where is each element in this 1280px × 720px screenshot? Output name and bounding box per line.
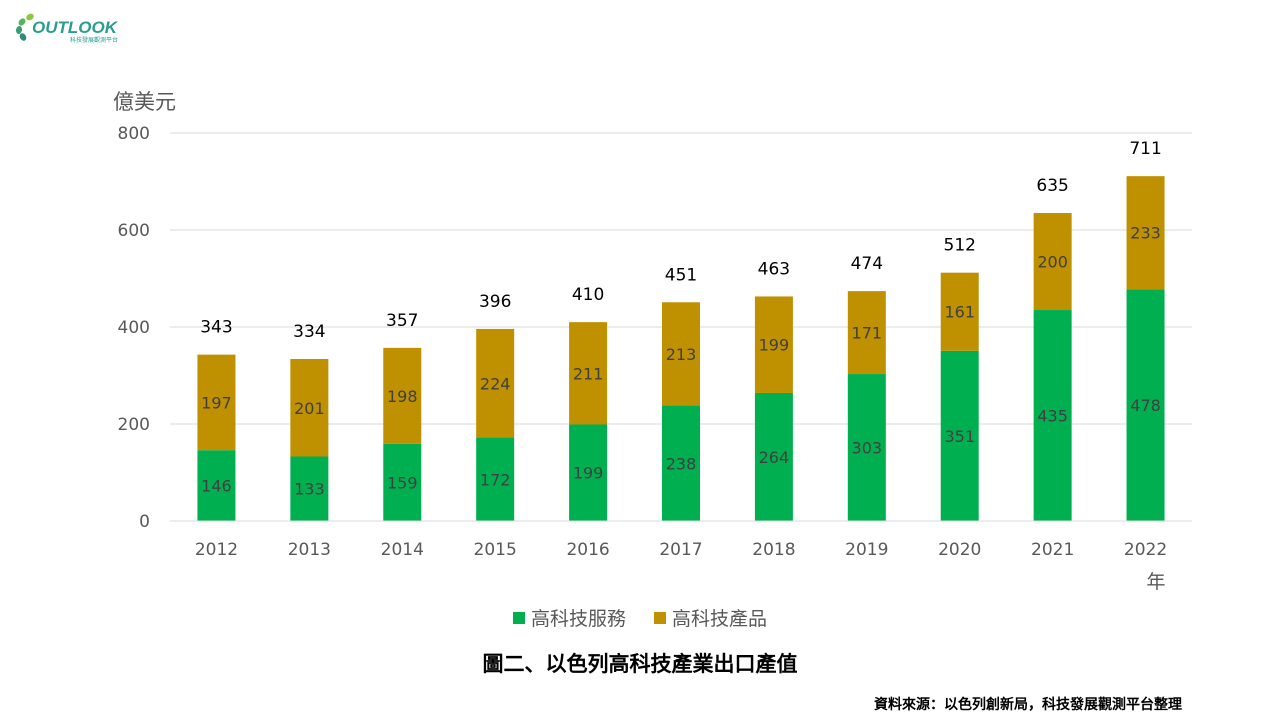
bar-services-2022 xyxy=(1126,289,1165,521)
bar-services-2019 xyxy=(847,374,886,521)
bar-products-2014 xyxy=(383,347,422,444)
data-label-services-2022: 478 xyxy=(1130,396,1161,415)
x-tick-label-2018: 2018 xyxy=(752,540,795,560)
bar-products-2016 xyxy=(569,322,608,425)
outlook-logo: OUTLOOK 科技發展觀測平台 xyxy=(15,13,119,44)
bar-products-2019 xyxy=(847,291,886,375)
data-label-services-2020: 351 xyxy=(944,427,975,446)
bar-products-2021 xyxy=(1033,213,1072,311)
total-label-2022: 711 xyxy=(1129,139,1161,159)
y-tick-label-600: 600 xyxy=(118,221,150,241)
legend-swatch-products xyxy=(654,611,666,624)
bar-services-2015 xyxy=(476,437,515,521)
total-label-2016: 410 xyxy=(572,285,604,305)
legend-label-products: 高科技產品 xyxy=(672,608,768,630)
data-label-products-2014: 198 xyxy=(387,387,418,406)
total-label-2013: 334 xyxy=(293,322,325,342)
data-label-products-2017: 213 xyxy=(666,345,697,364)
legend-label-services: 高科技服務 xyxy=(530,608,626,630)
bar-products-2013 xyxy=(290,359,329,457)
legend-item-services: 高科技服務 xyxy=(512,604,626,631)
data-label-services-2013: 133 xyxy=(294,480,325,499)
source-note: 資料來源：以色列創新局，科技發展觀測平台整理 xyxy=(874,697,1182,713)
bar-services-2012 xyxy=(197,450,236,521)
data-label-products-2013: 201 xyxy=(294,399,325,418)
data-label-services-2012: 146 xyxy=(201,477,232,496)
total-label-2019: 474 xyxy=(851,254,883,274)
data-label-services-2014: 159 xyxy=(387,473,418,492)
x-tick-label-2013: 2013 xyxy=(288,540,331,560)
data-label-products-2021: 200 xyxy=(1037,253,1068,272)
y-tick-label-400: 400 xyxy=(118,318,150,338)
total-label-2015: 396 xyxy=(479,292,511,312)
x-tick-label-2019: 2019 xyxy=(845,540,888,560)
data-label-products-2022: 233 xyxy=(1130,224,1161,243)
data-label-products-2020: 161 xyxy=(944,303,975,322)
bar-services-2018 xyxy=(754,392,793,521)
data-label-products-2015: 224 xyxy=(480,374,511,393)
y-axis-unit-label: 億美元 xyxy=(113,90,176,114)
y-tick-label-0: 0 xyxy=(139,512,150,532)
bar-services-2017 xyxy=(662,405,700,521)
total-label-2012: 343 xyxy=(200,318,232,338)
svg-text:科技發展觀測平台: 科技發展觀測平台 xyxy=(70,36,118,44)
total-label-2021: 635 xyxy=(1036,176,1068,196)
y-tick-label-800: 800 xyxy=(118,124,150,144)
x-axis-unit-label: 年 xyxy=(1146,571,1165,593)
x-tick-label-2021: 2021 xyxy=(1031,540,1074,560)
data-label-services-2018: 264 xyxy=(759,448,790,467)
bar-services-2020 xyxy=(940,350,979,521)
legend: 高科技服務 高科技產品 xyxy=(0,604,1280,631)
total-label-2020: 512 xyxy=(944,236,976,256)
chart: 0 200 400 600 800 146 197 343 2012 133 201 334 2013 1… xyxy=(118,124,1192,593)
total-label-2018: 463 xyxy=(758,259,790,279)
total-label-2014: 357 xyxy=(386,311,418,331)
data-label-services-2021: 435 xyxy=(1037,407,1068,426)
x-tick-label-2015: 2015 xyxy=(474,540,517,560)
x-tick-label-2017: 2017 xyxy=(659,540,702,560)
data-label-services-2017: 238 xyxy=(666,454,697,473)
bar-products-2022 xyxy=(1126,176,1165,290)
bar-products-2012 xyxy=(197,354,236,451)
x-tick-label-2020: 2020 xyxy=(938,540,981,560)
data-label-services-2016: 199 xyxy=(573,464,604,483)
x-tick-label-2014: 2014 xyxy=(381,540,424,560)
bar-products-2017 xyxy=(662,302,700,406)
legend-item-products: 高科技產品 xyxy=(654,604,767,631)
bar-products-2018 xyxy=(754,296,793,393)
bar-products-2020 xyxy=(940,272,979,351)
data-label-services-2015: 172 xyxy=(480,470,511,489)
bar-services-2013 xyxy=(290,456,329,521)
y-tick-label-200: 200 xyxy=(118,415,150,435)
data-label-products-2016: 211 xyxy=(573,364,604,383)
data-label-products-2018: 199 xyxy=(759,336,790,355)
svg-text:OUTLOOK: OUTLOOK xyxy=(32,18,119,37)
x-tick-label-2012: 2012 xyxy=(195,540,238,560)
bar-services-2014 xyxy=(383,443,422,521)
data-label-services-2019: 303 xyxy=(852,439,883,458)
data-label-products-2019: 171 xyxy=(852,324,883,343)
figure-caption: 圖二、以色列高科技產業出口產值 xyxy=(482,652,798,676)
data-label-products-2012: 197 xyxy=(201,393,232,412)
x-tick-label-2022: 2022 xyxy=(1124,540,1167,560)
bar-services-2021 xyxy=(1033,310,1072,521)
bar-services-2016 xyxy=(569,424,608,521)
x-tick-label-2016: 2016 xyxy=(566,540,609,560)
total-label-2017: 451 xyxy=(665,265,697,285)
legend-swatch-services xyxy=(512,611,525,624)
bar-products-2015 xyxy=(476,328,515,438)
